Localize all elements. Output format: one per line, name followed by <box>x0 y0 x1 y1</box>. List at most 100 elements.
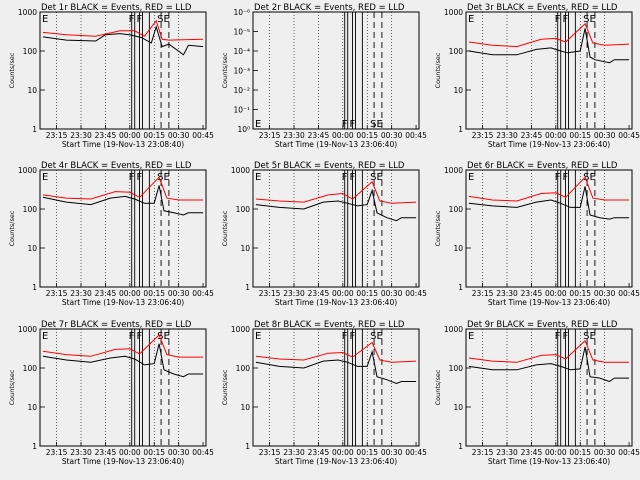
y-axis-label: Counts/sec <box>8 369 16 405</box>
x-tick-label: 00:15 <box>356 131 378 140</box>
flag-f-label: F <box>563 14 569 25</box>
y-tick-label: 100 <box>23 47 38 56</box>
flag-se-label: SE <box>157 331 170 342</box>
x-axis-label: Start Time (19-Nov-13 23:08:40) <box>62 140 184 149</box>
plot-frame <box>252 11 420 130</box>
x-tick-label: 00:00 <box>545 131 567 140</box>
panel-det-2r: Det 2r BLACK = Events, RED = LLD 10⁰ 10⁻¹ 1… <box>221 3 427 149</box>
y-tick-label: 1 <box>458 442 463 451</box>
x-tick-label: 00:00 <box>332 131 354 140</box>
y-tick-label: 100 <box>23 205 38 214</box>
flag-f-label: F <box>137 14 143 25</box>
flag-se-label: SE <box>157 172 170 183</box>
x-tick-label: 00:45 <box>405 131 427 140</box>
y-tick-label: 100 <box>449 47 464 56</box>
y-tick-label: 10 <box>453 244 463 253</box>
y-tick-label: 10⁰ <box>237 125 250 134</box>
panel-title: Det 7r BLACK = Events, RED = LLD <box>41 320 192 330</box>
y-tick-label: 1 <box>458 125 463 134</box>
x-tick-label: 23:30 <box>70 131 92 140</box>
flag-se-label: SE <box>583 14 596 25</box>
x-tick-label: 00:15 <box>569 289 591 298</box>
y-tick-label: 100 <box>449 364 464 373</box>
x-tick-label: 00:45 <box>405 289 427 298</box>
y-tick-label: 1 <box>32 125 37 134</box>
lld-series-line <box>468 339 630 363</box>
x-tick-label: 00:15 <box>356 448 378 457</box>
x-tick-label: 00:00 <box>332 289 354 298</box>
panel-det-4r: Det 4r BLACK = Events, RED = LLD 1 10 100 10… <box>8 161 214 307</box>
lld-series-line <box>255 180 417 204</box>
plot-frame <box>465 11 633 130</box>
events-series-line <box>255 349 417 385</box>
x-tick-label: 23:45 <box>308 131 330 140</box>
panel-det-5r: Det 5r BLACK = Events, RED = LLD 1 10 100 10… <box>221 161 427 307</box>
x-tick-label: 23:30 <box>70 289 92 298</box>
panel-title: Det 3r BLACK = Events, RED = LLD <box>467 3 618 13</box>
panel-det-8r: Det 8r BLACK = Events, RED = LLD 1 10 100 10… <box>221 320 427 466</box>
x-tick-label: 00:30 <box>381 289 403 298</box>
y-tick-label: 1 <box>32 283 37 292</box>
y-tick-label: 10⁻⁶ <box>233 8 250 17</box>
plot-frame <box>39 328 207 447</box>
x-axis-label: Start Time (19-Nov-13 23:06:40) <box>62 298 184 307</box>
y-tick-label: 100 <box>23 364 38 373</box>
x-tick-label: 00:45 <box>192 289 214 298</box>
y-tick-label: 1000 <box>18 166 37 175</box>
panel-title: Det 1r BLACK = Events, RED = LLD <box>41 3 192 13</box>
x-tick-label: 23:30 <box>283 131 305 140</box>
x-tick-label: 23:15 <box>472 289 494 298</box>
x-tick-label: 00:45 <box>618 289 640 298</box>
plot-frame <box>465 169 633 288</box>
y-tick-label: 10 <box>27 403 37 412</box>
events-series-line <box>468 346 630 383</box>
flag-e-label: E <box>42 14 48 25</box>
flag-se-label: SE <box>583 172 596 183</box>
panel-det-1r: Det 1r BLACK = Events, RED = LLD 1 10 100 10… <box>8 3 214 149</box>
flag-f-label: F <box>342 172 348 183</box>
flag-f-label: F <box>137 331 143 342</box>
flag-f-label: F <box>563 331 569 342</box>
x-axis-label: Start Time (19-Nov-13 23:06:40) <box>62 457 184 466</box>
x-tick-label: 23:30 <box>496 448 518 457</box>
y-axis-label: Counts/sec <box>434 369 442 405</box>
panel-title: Det 2r BLACK = Events, RED = LLD <box>254 3 405 13</box>
x-tick-label: 00:30 <box>168 131 190 140</box>
flag-e-label: E <box>42 331 48 342</box>
x-tick-label: 00:30 <box>594 289 616 298</box>
y-tick-label: 1000 <box>444 8 463 17</box>
lld-series-line <box>42 334 204 358</box>
y-tick-label: 10⁻⁵ <box>233 28 250 37</box>
flag-f-label: F <box>350 172 356 183</box>
x-tick-label: 23:30 <box>496 131 518 140</box>
x-tick-label: 23:15 <box>259 289 281 298</box>
plot-frame <box>252 328 420 447</box>
x-tick-label: 00:15 <box>143 448 165 457</box>
events-series-line <box>468 186 630 220</box>
x-tick-label: 00:45 <box>192 448 214 457</box>
y-tick-label: 100 <box>236 205 251 214</box>
y-tick-label: 1000 <box>231 166 250 175</box>
y-tick-label: 10 <box>453 86 463 95</box>
x-tick-label: 23:30 <box>496 289 518 298</box>
y-tick-label: 100 <box>236 364 251 373</box>
x-tick-label: 23:45 <box>521 131 543 140</box>
panel-title: Det 8r BLACK = Events, RED = LLD <box>254 320 405 330</box>
x-tick-label: 00:45 <box>618 131 640 140</box>
x-tick-label: 00:45 <box>405 448 427 457</box>
x-tick-label: 00:45 <box>618 448 640 457</box>
flag-e-label: E <box>255 172 261 183</box>
x-tick-label: 00:30 <box>168 448 190 457</box>
y-tick-label: 1000 <box>444 325 463 334</box>
panel-det-3r: Det 3r BLACK = Events, RED = LLD 1 10 100 10… <box>434 3 640 149</box>
lld-series-line <box>468 22 630 48</box>
panel-title: Det 4r BLACK = Events, RED = LLD <box>41 161 192 171</box>
flag-e-label: E <box>468 172 474 183</box>
flag-f-label: F <box>342 119 348 130</box>
y-tick-label: 1 <box>245 283 250 292</box>
panel-det-6r: Det 6r BLACK = Events, RED = LLD 1 10 100 10… <box>434 161 640 307</box>
flag-se-label: SE <box>583 331 596 342</box>
x-tick-label: 00:15 <box>143 131 165 140</box>
x-axis-label: Start Time (19-Nov-13 23:06:40) <box>275 140 397 149</box>
y-tick-label: 1 <box>458 283 463 292</box>
